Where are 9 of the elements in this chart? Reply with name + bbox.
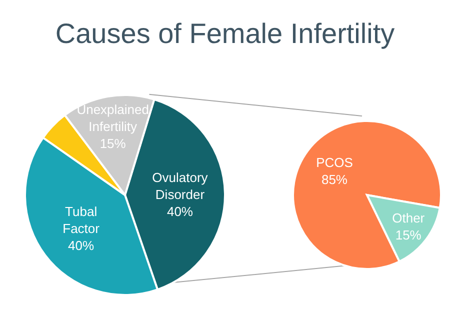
data-label: 40% [68, 238, 95, 253]
data-label: 85% [321, 172, 348, 187]
slice-label: Ovulatory Disorder [152, 170, 208, 202]
chart-title: Causes of Female Infertility [54, 18, 396, 50]
slice-label: PCOS [316, 154, 354, 170]
slice-label: Other [392, 210, 426, 226]
data-label: 15% [395, 227, 422, 242]
data-label: 40% [166, 204, 194, 219]
slice-label: Tubal Factor [62, 204, 100, 236]
